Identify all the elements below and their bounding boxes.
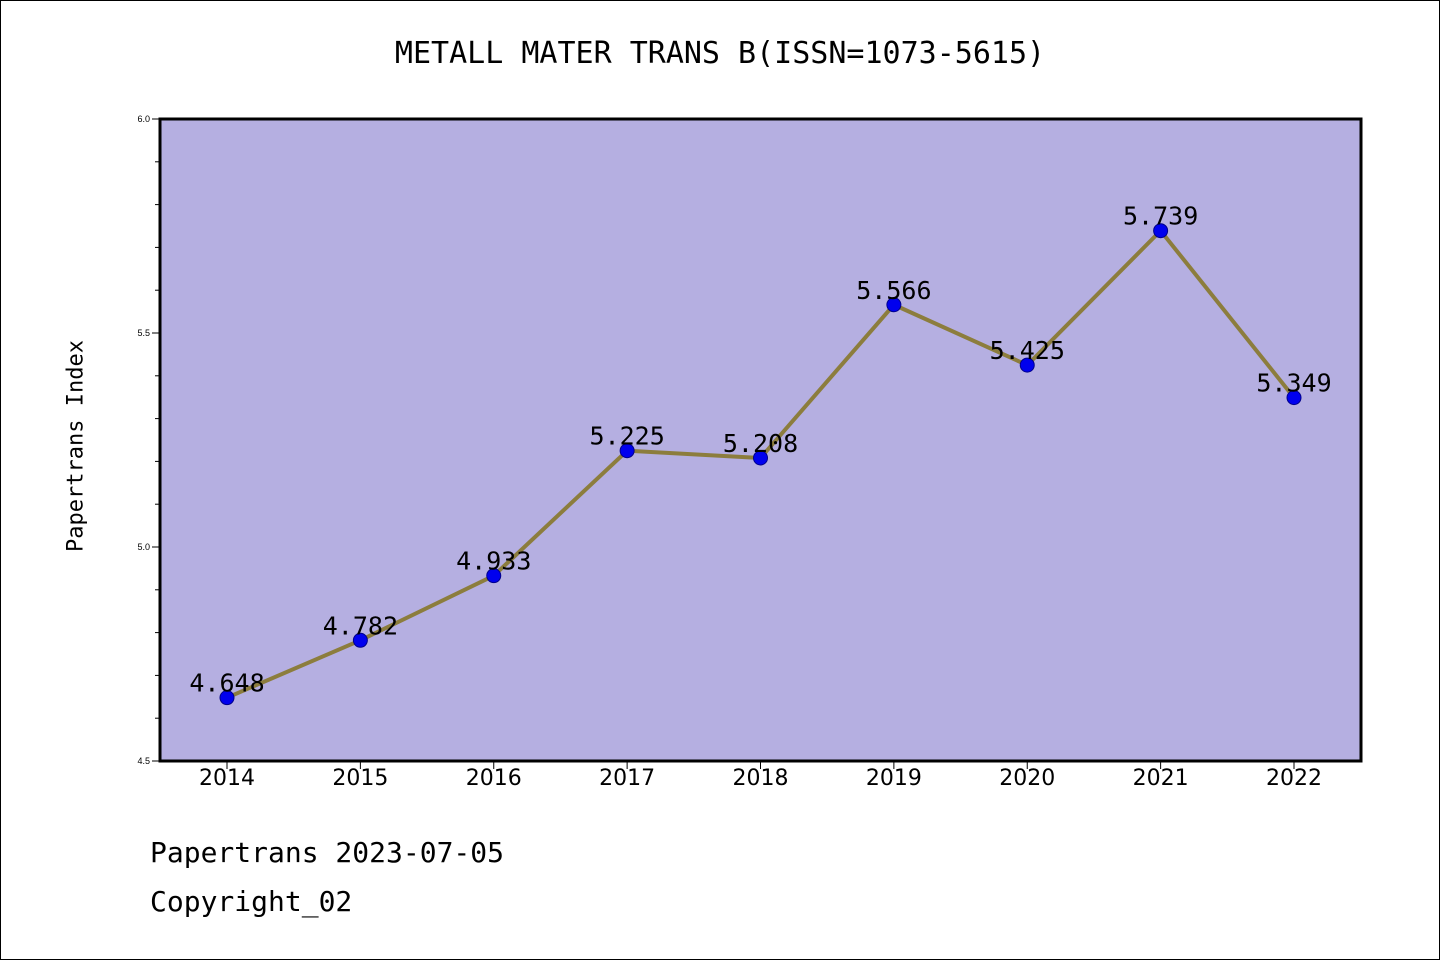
- x-tick-label: 2014: [199, 766, 255, 791]
- data-labels: 4.648 4.782 4.933 5.225 5.208 5.566 5.425 5.739…: [189, 202, 1331, 698]
- chart-title: METALL MATER TRANS B(ISSN=1073-5615): [394, 36, 1046, 71]
- data-label: 5.739: [1123, 202, 1198, 231]
- data-label: 4.933: [456, 547, 531, 576]
- data-label: 5.225: [589, 422, 664, 451]
- data-markers: [219, 223, 1302, 706]
- footer-copyright-text: Copyright_02: [150, 885, 353, 918]
- x-tick-label: 2017: [599, 766, 655, 791]
- data-label: 5.349: [1256, 369, 1331, 398]
- x-tick-label: 2022: [1266, 766, 1322, 791]
- footer-date-text: Papertrans 2023-07-05: [150, 836, 505, 869]
- x-axis-ticks: 2014 2015 2016 2017 2018 2019 2020 2021 2022: [199, 761, 1322, 791]
- x-tick-label: 2016: [466, 766, 522, 791]
- data-label: 5.208: [723, 429, 798, 458]
- data-point: [486, 568, 502, 584]
- y-tick-label: 4.5: [137, 756, 150, 766]
- data-point: [886, 297, 902, 313]
- x-tick-label: 2015: [332, 766, 388, 791]
- data-point: [1019, 357, 1035, 373]
- data-label: 5.425: [990, 336, 1065, 365]
- y-tick-label: 6.0: [137, 114, 150, 124]
- data-point: [219, 690, 235, 706]
- x-tick-label: 2021: [1133, 766, 1189, 791]
- y-tick-label: 5.0: [137, 542, 150, 552]
- y-axis-ticks: 4.5 5.0 5.5 6.0: [137, 114, 160, 766]
- y-tick-label: 5.5: [137, 328, 150, 338]
- x-tick-label: 2019: [866, 766, 922, 791]
- data-point: [619, 443, 635, 459]
- data-label: 4.648: [189, 669, 264, 698]
- data-label: 4.782: [323, 611, 398, 640]
- data-point: [1153, 223, 1169, 239]
- x-tick-label: 2018: [733, 766, 789, 791]
- data-label: 5.566: [856, 276, 931, 305]
- data-point: [1286, 390, 1302, 406]
- data-point: [352, 632, 368, 648]
- data-point: [753, 450, 768, 466]
- x-tick-label: 2020: [999, 766, 1055, 791]
